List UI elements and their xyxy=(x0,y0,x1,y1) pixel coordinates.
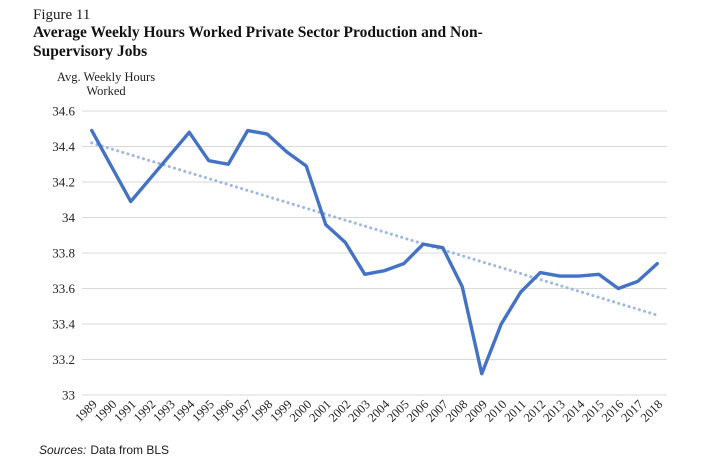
y-axis-title-line2: Worked xyxy=(86,83,126,98)
y-tick-label: 34.6 xyxy=(52,104,75,119)
y-tick-label: 33 xyxy=(62,388,75,403)
series-line xyxy=(90,128,659,376)
figure-title-line1: Average Weekly Hours Worked Private Sect… xyxy=(33,24,483,41)
y-tick-label: 34.2 xyxy=(52,175,75,190)
y-axis-title-line1: Avg. Weekly Hours xyxy=(56,70,156,84)
y-tick-label: 33.6 xyxy=(52,281,75,296)
figure-label: Figure 11 xyxy=(33,7,91,23)
x-tick-label: 2018 xyxy=(638,397,666,425)
y-tick-label: 34.4 xyxy=(52,139,75,154)
source-note: Sources: Data from BLS xyxy=(39,443,169,457)
y-tick-label: 34 xyxy=(62,210,76,225)
source-text: Data from BLS xyxy=(90,443,170,457)
source-prefix: Sources: xyxy=(39,443,87,457)
y-tick-label: 33.4 xyxy=(52,317,75,332)
y-axis-title: Avg. Weekly Hours Worked xyxy=(50,70,162,98)
y-tick-label: 33.8 xyxy=(52,246,75,261)
trend-line xyxy=(90,141,659,317)
y-tick-label: 33.2 xyxy=(52,352,75,367)
figure-title-line2: Supervisory Jobs xyxy=(33,42,148,60)
figure-title: Average Weekly Hours Worked Private Sect… xyxy=(33,24,593,61)
